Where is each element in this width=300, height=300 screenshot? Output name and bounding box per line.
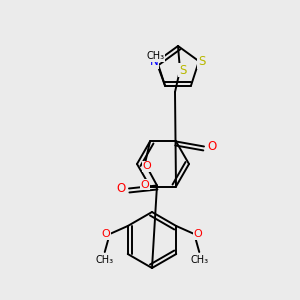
Text: O: O (101, 229, 110, 239)
Text: O: O (116, 182, 126, 195)
Text: O: O (207, 140, 217, 153)
Text: O: O (142, 161, 152, 172)
Text: O: O (194, 229, 203, 239)
Text: CH₃: CH₃ (96, 255, 114, 265)
Text: N: N (150, 55, 158, 68)
Text: S: S (198, 55, 206, 68)
Text: S: S (179, 64, 187, 76)
Text: CH₃: CH₃ (146, 51, 164, 61)
Text: CH₃: CH₃ (190, 255, 208, 265)
Text: O: O (141, 179, 149, 190)
